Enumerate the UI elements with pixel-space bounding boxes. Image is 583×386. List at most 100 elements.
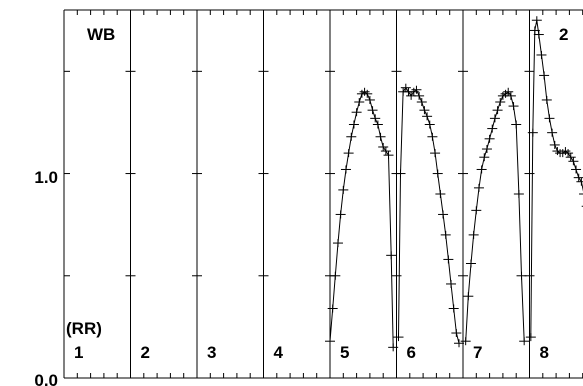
data-point bbox=[332, 239, 343, 248]
data-point bbox=[573, 173, 583, 182]
data-point bbox=[533, 30, 544, 39]
data-point bbox=[430, 149, 441, 158]
data-point bbox=[343, 149, 354, 158]
data-point bbox=[511, 120, 522, 129]
data-point bbox=[338, 185, 349, 194]
data-point bbox=[432, 169, 443, 178]
data-point bbox=[388, 343, 399, 352]
panel-label-8: 8 bbox=[540, 343, 549, 362]
data-point bbox=[473, 183, 484, 192]
data-point bbox=[536, 50, 547, 59]
panel-dividers bbox=[130, 10, 530, 378]
data-point bbox=[531, 16, 542, 25]
data-point bbox=[479, 153, 490, 162]
data-point bbox=[516, 271, 527, 280]
series-line-panel-6 bbox=[398, 86, 460, 344]
data-point bbox=[451, 329, 462, 338]
data-point bbox=[487, 124, 498, 133]
data-point bbox=[527, 128, 538, 137]
data-point bbox=[416, 98, 427, 106]
data-point bbox=[529, 26, 540, 35]
data-point bbox=[525, 333, 536, 342]
data-point bbox=[351, 108, 362, 117]
panel-labels: 1 2 3 4 5 6 7 8 bbox=[74, 343, 549, 362]
data-point bbox=[544, 114, 555, 123]
panel-label-1: 1 bbox=[74, 343, 83, 362]
data-point bbox=[579, 193, 583, 195]
data-point bbox=[568, 157, 579, 166]
data-point bbox=[513, 190, 524, 198]
data-point bbox=[463, 292, 474, 301]
data-point bbox=[563, 149, 574, 158]
data-point bbox=[484, 134, 495, 143]
data-point bbox=[340, 165, 351, 174]
data-point bbox=[367, 106, 378, 115]
data-point bbox=[468, 230, 479, 239]
data-point bbox=[427, 132, 438, 141]
data-point bbox=[346, 132, 357, 141]
data-point bbox=[454, 339, 465, 348]
data-point bbox=[438, 210, 449, 219]
data-point bbox=[576, 177, 583, 186]
data-point bbox=[411, 85, 422, 94]
panel-label-4: 4 bbox=[274, 343, 284, 362]
data-point bbox=[492, 106, 503, 115]
data-point bbox=[362, 89, 373, 98]
data-point bbox=[440, 230, 451, 239]
series-line-panel-8 bbox=[530, 20, 583, 338]
data-point bbox=[414, 91, 425, 100]
chart-labels: WB 2 (RR) 1.0 0.0 bbox=[34, 25, 568, 386]
data-point bbox=[330, 271, 341, 280]
data-point bbox=[380, 147, 391, 156]
panel-label-6: 6 bbox=[407, 343, 416, 362]
panel-axis-label: (RR) bbox=[66, 319, 102, 338]
series-line-panel-5 bbox=[329, 91, 394, 348]
data-point bbox=[393, 333, 404, 342]
data-point bbox=[386, 251, 397, 260]
data-point bbox=[335, 210, 346, 219]
data-point bbox=[508, 102, 519, 111]
data-point bbox=[471, 206, 482, 215]
data-point bbox=[419, 106, 430, 115]
y-tick-label-1: 1.0 bbox=[34, 168, 58, 187]
data-point bbox=[325, 337, 335, 346]
data-point bbox=[500, 89, 511, 98]
data-point bbox=[370, 114, 381, 123]
panel-label-2: 2 bbox=[141, 343, 150, 362]
plot-frame bbox=[63, 9, 583, 379]
data-point bbox=[547, 128, 558, 137]
data-point bbox=[327, 304, 338, 313]
data-point bbox=[359, 87, 370, 96]
data-point bbox=[571, 165, 582, 174]
axis-ticks bbox=[64, 10, 583, 378]
data-point bbox=[560, 147, 571, 156]
data-point bbox=[422, 112, 433, 121]
data-point bbox=[541, 95, 552, 104]
data-point bbox=[481, 145, 492, 154]
data-point bbox=[503, 87, 514, 96]
data-point bbox=[565, 153, 576, 162]
data-point bbox=[446, 279, 457, 288]
data-point bbox=[372, 120, 383, 129]
data-point bbox=[383, 151, 394, 160]
data-point bbox=[435, 190, 446, 198]
panel-label-7: 7 bbox=[473, 343, 482, 362]
y-tick-label-0: 0.0 bbox=[34, 371, 58, 386]
data-point bbox=[395, 169, 406, 178]
series-line-panel-7 bbox=[465, 91, 525, 342]
data-point bbox=[489, 114, 500, 123]
data-series bbox=[325, 16, 583, 352]
data-point bbox=[460, 337, 471, 346]
data-point bbox=[378, 142, 389, 151]
data-point bbox=[348, 120, 359, 129]
data-point bbox=[539, 71, 550, 80]
data-point bbox=[476, 165, 487, 174]
data-point bbox=[364, 95, 375, 104]
data-point bbox=[495, 98, 506, 106]
data-point bbox=[354, 98, 365, 106]
data-point bbox=[375, 132, 386, 141]
data-point bbox=[443, 255, 454, 264]
data-point bbox=[519, 337, 530, 346]
data-point bbox=[448, 304, 459, 313]
